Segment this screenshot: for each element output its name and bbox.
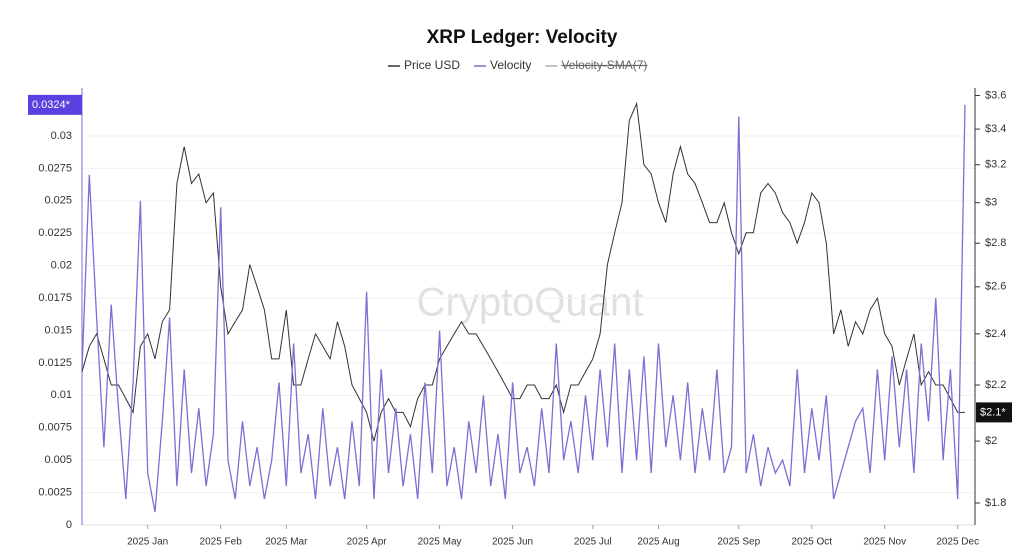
- x-tick-label: 2025 Feb: [200, 537, 243, 548]
- y2-tick-label: $3.6: [985, 89, 1006, 101]
- last-value-label: $2.1*: [980, 406, 1006, 418]
- y2-tick-label: $3.2: [985, 159, 1006, 171]
- x-tick-label: 2025 Oct: [791, 537, 832, 548]
- legend-label[interactable]: Velocity-SMA(7): [561, 58, 647, 72]
- y2-tick-label: $2.8: [985, 237, 1006, 249]
- y-tick-label: 0.025: [44, 195, 72, 207]
- y-tick-label: 0.02: [51, 260, 72, 272]
- y-tick-label: 0.0225: [38, 227, 72, 239]
- x-tick-label: 2025 May: [418, 537, 462, 548]
- y-tick-label: 0.015: [44, 324, 72, 336]
- y-tick-label: 0: [66, 519, 72, 531]
- x-tick-label: 2025 Sep: [717, 537, 760, 548]
- x-tick-label: 2025 Dec: [936, 537, 979, 548]
- y2-tick-label: $1.8: [985, 497, 1006, 509]
- y-tick-label: 0.0175: [38, 292, 72, 304]
- y2-tick-label: $3.4: [985, 123, 1006, 135]
- x-tick-label: 2025 Mar: [265, 537, 308, 548]
- chart-title: XRP Ledger: Velocity: [427, 27, 618, 48]
- y-tick-label: 0.005: [44, 454, 72, 466]
- legend-label[interactable]: Velocity: [490, 58, 531, 72]
- y-tick-label: 0.0075: [38, 422, 72, 434]
- y2-tick-label: $2.2: [985, 379, 1006, 391]
- x-tick-label: 2025 Nov: [863, 537, 906, 548]
- y-tick-label: 0.0125: [38, 357, 72, 369]
- y-tick-label: 0.0025: [38, 486, 72, 498]
- x-tick-label: 2025 Jun: [492, 537, 533, 548]
- y2-tick-label: $3: [985, 197, 997, 209]
- last-value-label: 0.0324*: [32, 99, 71, 111]
- x-tick-label: 2025 Aug: [637, 537, 679, 548]
- legend-label[interactable]: Price USD: [404, 58, 460, 72]
- series-line: [81, 104, 966, 513]
- y-tick-label: 0.01: [51, 389, 72, 401]
- y2-tick-label: $2.6: [985, 281, 1006, 293]
- last-value-box: [976, 402, 1012, 423]
- y2-tick-label: $2: [985, 435, 997, 447]
- y-tick-label: 0.0275: [38, 162, 72, 174]
- series-line: [81, 101, 965, 442]
- last-value-box: [28, 94, 82, 115]
- x-tick-label: 2025 Apr: [347, 537, 388, 548]
- x-tick-label: 2025 Jan: [127, 537, 168, 548]
- last-value-tag: 0.0324*: [28, 94, 82, 115]
- y2-tick-label: $2.4: [985, 328, 1006, 340]
- watermark: CryptoQuant: [417, 281, 644, 325]
- last-value-tag: $2.1*: [976, 402, 1012, 423]
- y-tick-label: 0.03: [51, 130, 72, 142]
- x-tick-label: 2025 Jul: [574, 537, 612, 548]
